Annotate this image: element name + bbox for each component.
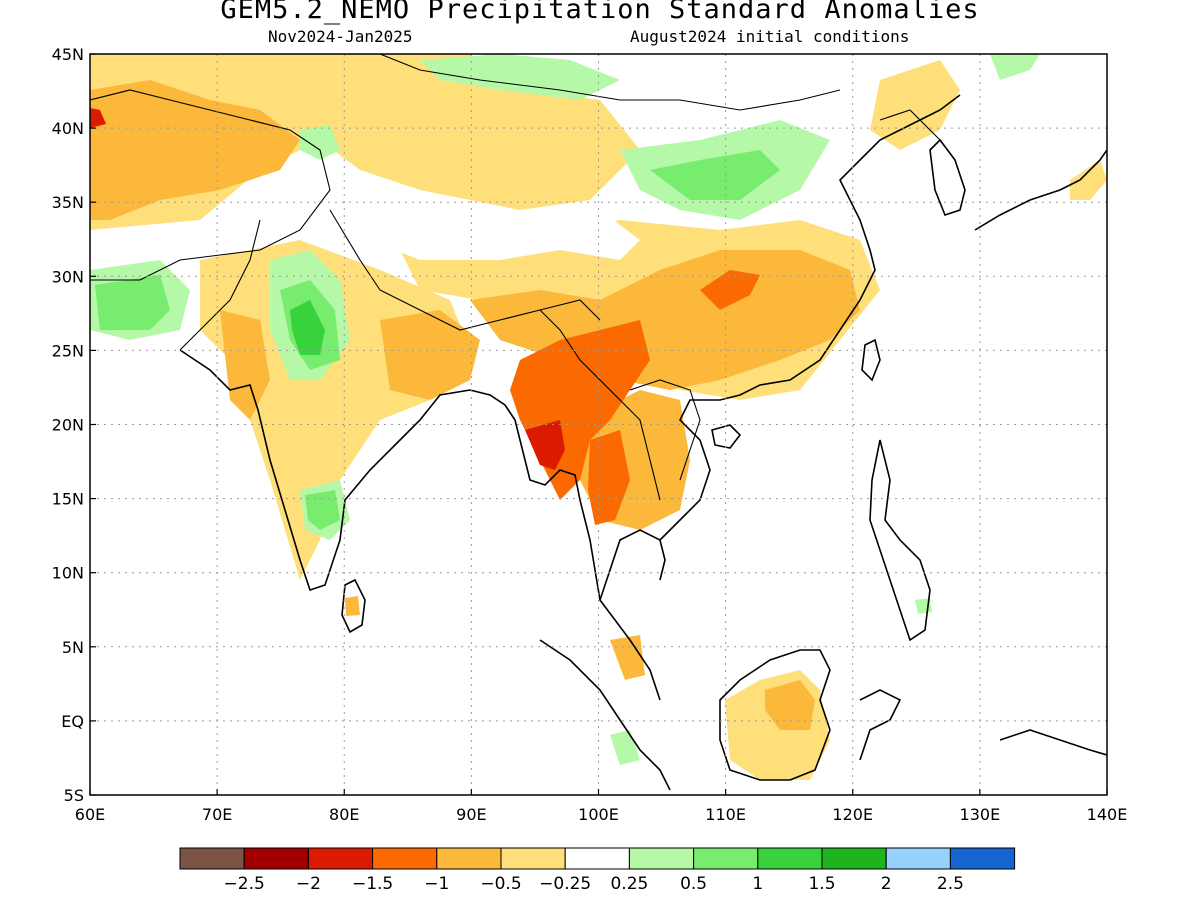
- border-china-korea: [879, 109, 941, 141]
- lat-tick-label: 10N: [52, 564, 84, 583]
- coast-gulf-thailand: [599, 529, 666, 601]
- legend-label: 2.5: [937, 874, 964, 894]
- lat-tick-label: EQ: [61, 712, 84, 731]
- country-borders: [90, 54, 941, 501]
- legend-swatch: [179, 847, 245, 870]
- color-legend: −2.5 −2 −1.5 −1 −0.5 −0.25 0.25 0.5 1 1.5 2 2.5: [179, 847, 1016, 894]
- wet-med-afghan: [95, 275, 170, 330]
- lat-tick-label: 30N: [52, 267, 84, 286]
- coast-japan: [974, 149, 1107, 231]
- lat-tick-label: 15N: [52, 490, 84, 509]
- legend-label: 2: [881, 874, 892, 894]
- neutral-tibet: [330, 180, 640, 260]
- dry-light-japan: [1070, 160, 1107, 200]
- dry-vstrong-west: [90, 108, 106, 128]
- border-pak-india: [179, 219, 261, 351]
- wet-med-deccan: [305, 490, 340, 530]
- dry-med-india-west: [220, 310, 270, 420]
- coast-korea: [929, 138, 966, 216]
- lon-tick-label: 120E: [832, 805, 873, 824]
- forecast-period: Nov2024-Jan2025: [268, 27, 413, 46]
- coast-bay-bengal-east: [469, 389, 661, 701]
- coast-philippines: [869, 439, 931, 642]
- dry-med-india-east: [380, 310, 480, 400]
- coast-srilanka: [341, 578, 366, 634]
- map-title: GEM5.2_NEMO Precipitation Standard Anoma…: [220, 0, 980, 25]
- lat-tick-label: 45N: [52, 45, 84, 64]
- legend-swatch: [885, 847, 951, 870]
- legend-label: −0.5: [480, 874, 521, 894]
- legend-label: −2: [296, 874, 321, 894]
- coast-new-guinea: [999, 729, 1107, 756]
- lat-tick-label: 35N: [52, 193, 84, 212]
- legend-label: −1: [424, 874, 449, 894]
- coast-borneo: [719, 649, 831, 781]
- lat-tick-label: 20N: [52, 416, 84, 435]
- lon-tick-label: 110E: [705, 805, 746, 824]
- legend-swatch: [821, 847, 887, 870]
- coast-sulawesi: [859, 689, 902, 761]
- legend-swatch: [243, 847, 309, 870]
- dry-med-west: [90, 80, 300, 220]
- legend-label: 1: [752, 874, 763, 894]
- lon-tick-label: 100E: [578, 805, 619, 824]
- legend-label: 0.25: [610, 874, 648, 894]
- lat-tick-label: 5N: [62, 638, 84, 657]
- lon-tick-label: 70E: [202, 805, 232, 824]
- border-laos-vietnam: [629, 379, 701, 481]
- legend-swatch: [628, 847, 695, 870]
- legend-swatch: [949, 847, 1016, 870]
- legend-label: −0.25: [539, 874, 591, 894]
- border-central-asia: [90, 89, 331, 281]
- dry-med-borneo: [765, 680, 815, 730]
- initial-conditions: August2024 initial conditions: [630, 27, 910, 46]
- wet-light-west: [300, 125, 340, 160]
- lon-tick-label: 140E: [1087, 805, 1128, 824]
- lon-tick-label: 60E: [75, 805, 105, 824]
- legend-swatch: [500, 847, 566, 870]
- anomaly-field: [90, 54, 1107, 780]
- lon-tick-label: 90E: [456, 805, 486, 824]
- legend-label: 1.5: [808, 874, 835, 894]
- legend-swatch: [436, 847, 502, 870]
- border-myanmar: [539, 309, 661, 501]
- dry-strong-china: [700, 270, 760, 310]
- wet-strong-india: [290, 300, 325, 355]
- legend-swatch: [564, 847, 630, 870]
- wet-med-central: [650, 150, 780, 200]
- legend-label: −1.5: [352, 874, 393, 894]
- coastlines: [179, 94, 1107, 791]
- dry-light-srilanka: [345, 596, 360, 616]
- lat-tick-label: 40N: [52, 119, 84, 138]
- lon-tick-label: 130E: [960, 805, 1001, 824]
- legend-swatch: [307, 847, 374, 870]
- coast-china-north: [839, 94, 961, 201]
- lon-tick-label: 80E: [329, 805, 359, 824]
- legend-swatch: [693, 847, 759, 870]
- dry-light-malaya: [610, 635, 645, 680]
- wet-light-japan-ne: [990, 54, 1040, 80]
- wet-light-sumatra: [610, 730, 640, 765]
- legend-label: −2.5: [224, 874, 265, 894]
- legend-label: 0.5: [680, 874, 707, 894]
- lat-tick-label: 5S: [64, 786, 84, 805]
- graticule: [90, 54, 1107, 795]
- coast-sumatra: [539, 639, 671, 791]
- border-mongolia: [379, 54, 841, 111]
- border-himalaya: [329, 209, 601, 331]
- coast-india: [179, 349, 471, 592]
- coast-indochina: [659, 199, 876, 541]
- coast-hainan: [711, 424, 742, 449]
- dry-vstrong-myanmar: [525, 420, 565, 470]
- legend-swatch: [757, 847, 823, 870]
- legend-swatch: [372, 847, 438, 870]
- coast-taiwan: [861, 338, 881, 382]
- dry-light-ne: [870, 60, 960, 150]
- lat-tick-label: 25N: [52, 341, 84, 360]
- wet-light-mongolia: [420, 54, 620, 100]
